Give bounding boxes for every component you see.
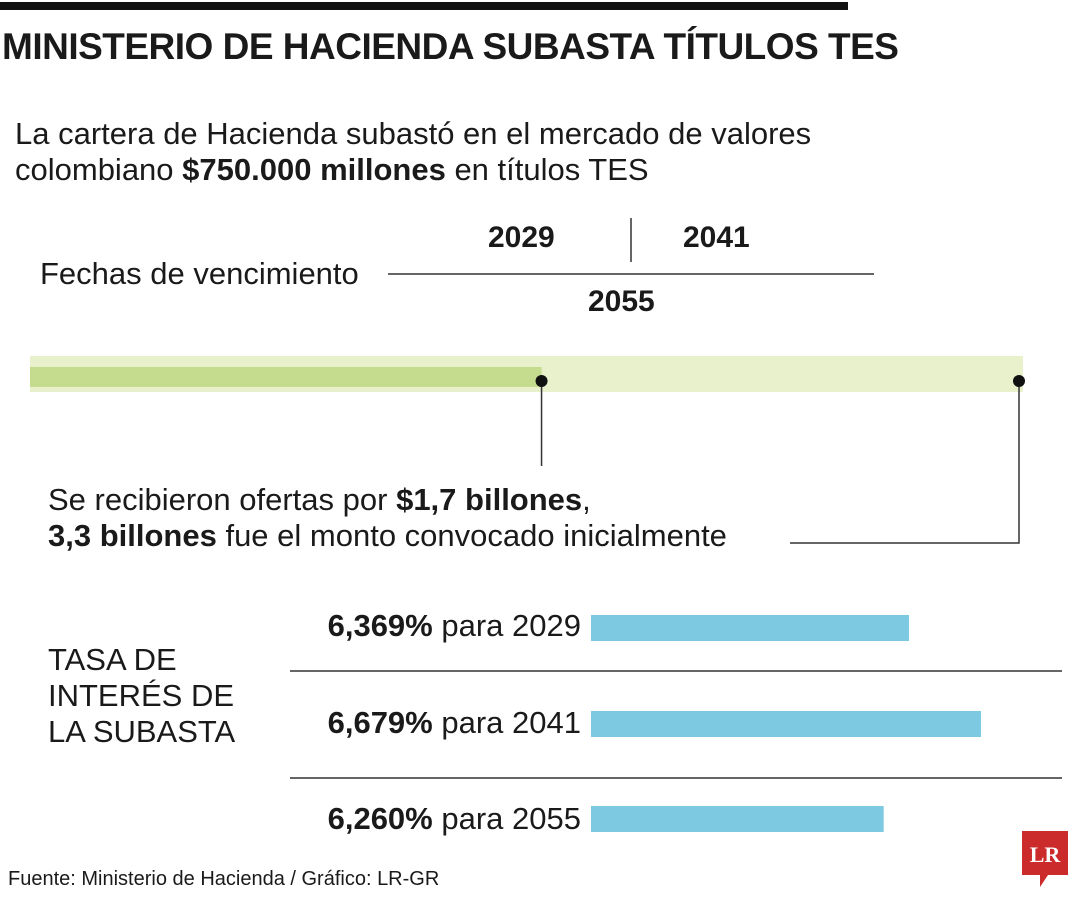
title-rule [0,2,848,10]
convened-amount: 3,3 billones [48,518,217,553]
leader-line-convened [790,381,1020,544]
rate-value: 6,679% [327,705,433,740]
year-2055: 2055 [588,285,655,318]
year-2029: 2029 [488,221,555,254]
rate-bar-2041 [591,711,981,737]
rate-label-2041: 6,679% para 2041 [281,705,581,741]
offers-comma: , [582,482,591,517]
rates-title-line: LA SUBASTA [48,714,236,749]
intro-text: La cartera de Hacienda subastó en el mer… [15,116,811,188]
rate-connector: para [441,801,504,836]
source-note: Fuente: Ministerio de Hacienda / Gráfico… [8,868,440,890]
intro-pre: colombiano [15,152,183,187]
convened-post: fue el monto convocado inicialmente [216,518,727,553]
marker-offers [535,375,548,387]
maturity-label: Fechas de vencimiento [40,256,359,291]
rate-year: 2041 [512,705,581,740]
intro-line-1: La cartera de Hacienda subastó en el mer… [15,116,812,151]
marker-convened [1013,375,1025,387]
rate-connector: para [441,608,504,643]
rate-label-2029: 6,369% para 2029 [281,608,581,644]
rates-title-line: TASA DE [48,642,177,677]
rates-title-line: INTERÉS DE [48,678,235,713]
page-title: MINISTERIO DE HACIENDA SUBASTA TÍTULOS T… [2,26,899,67]
intro-amount: $750.000 millones [182,152,446,187]
rate-connector: para [441,705,504,740]
rate-bar-2055 [591,806,884,832]
lr-logo: LR [1022,831,1068,887]
offers-pre: Se recibieron ofertas por [48,482,397,517]
intro-post: en títulos TES [445,152,649,187]
rate-bar-2029 [591,615,909,641]
rate-year: 2055 [512,801,581,836]
rate-label-2055: 6,260% para 2055 [281,801,581,837]
rates-title: TASA DE INTERÉS DE LA SUBASTA [48,642,235,750]
logo-text: LR [1030,842,1062,867]
bar-offers-received [30,367,542,387]
offers-amount: $1,7 billones [396,482,583,517]
offers-text: Se recibieron ofertas por $1,7 billones,… [48,482,727,554]
year-2041: 2041 [683,221,750,254]
rate-value: 6,260% [327,801,433,836]
rate-value: 6,369% [327,608,433,643]
intro-line-2: colombiano $750.000 millones en títulos … [15,152,811,188]
offers-line-1: Se recibieron ofertas por $1,7 billones, [48,482,727,518]
rate-year: 2029 [512,608,581,643]
offers-line-2: 3,3 billones fue el monto convocado inic… [48,518,727,554]
